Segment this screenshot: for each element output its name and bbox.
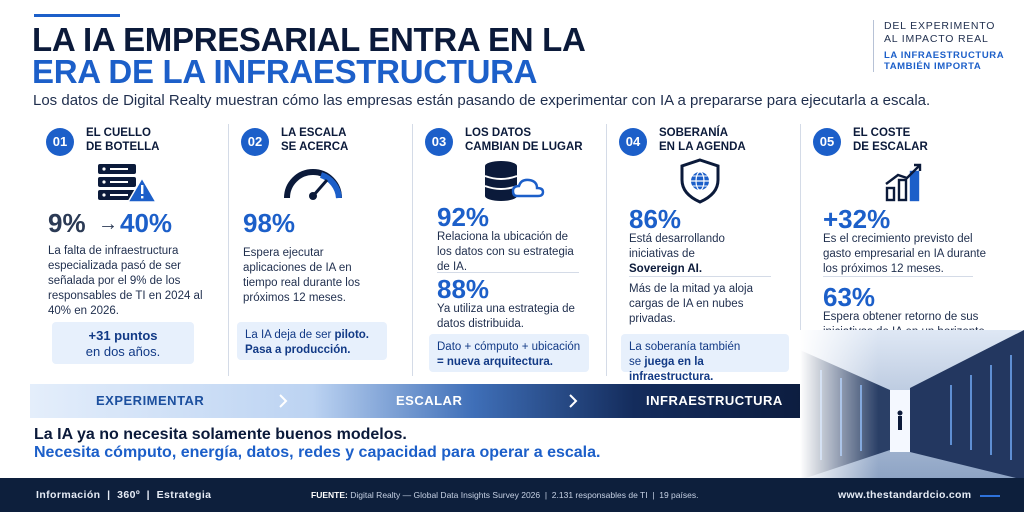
column-text-1: Relaciona la ubicación de los datos con … xyxy=(437,231,574,273)
column-title-line: EL CUELLO xyxy=(86,127,151,139)
stage-infraestructura: INFRAESTRUCTURA xyxy=(646,393,783,408)
column-number: 05 xyxy=(813,128,841,156)
growth-chart-icon xyxy=(885,163,922,202)
column-sovereignty: 04 SOBERANÍA EN LA AGENDA 86% Está desar… xyxy=(606,124,790,383)
stat-value-1: 92% xyxy=(437,202,490,232)
column-number: 01 xyxy=(46,128,74,156)
progress-arrow: EXPERIMENTAR ESCALAR INFRAESTRUCTURA xyxy=(30,384,836,418)
highlight-box: La IA deja de ser piloto. Pasa a producc… xyxy=(237,322,387,360)
column-title: EL COSTE DE ESCALAR xyxy=(853,126,983,154)
column-text-2: Ya utiliza una estrategia de datos distr… xyxy=(437,303,575,330)
footer-source-label: FUENTE: xyxy=(311,490,348,500)
highlight-box: La soberanía también se juega en la infr… xyxy=(621,334,789,383)
box-text: La IA deja de ser xyxy=(245,329,335,341)
column-scale: 02 LA ESCALA SE ACERCA 98% Espera ejecut… xyxy=(228,124,412,376)
box-bold: Pasa a producción. xyxy=(245,344,351,356)
divider xyxy=(823,276,973,277)
stat-to: 40% xyxy=(120,208,173,238)
title-line-1: LA IA EMPRESARIAL ENTRA EN LA xyxy=(32,21,586,58)
stat-value-1: +32% xyxy=(823,204,891,234)
column-title-line: CAMBIAN DE LUGAR xyxy=(465,141,583,153)
speedometer-icon xyxy=(284,169,342,200)
datacenter-illustration xyxy=(800,330,1024,480)
column-text-bold: Sovereign AI. xyxy=(629,263,703,275)
corner-line-2: AL IMPACTO REAL xyxy=(884,33,989,45)
database-cloud-icon xyxy=(484,161,545,201)
column-text-a: Está desarrollando iniciativas de xyxy=(629,233,725,260)
corner-tagline: DEL EXPERIMENTO AL IMPACTO REAL LA INFRA… xyxy=(873,20,1004,72)
progress-arrow-shape xyxy=(30,384,836,418)
corner-line-1: DEL EXPERIMENTO xyxy=(884,20,996,32)
server-warning-icon xyxy=(98,164,158,203)
column-title-line: SE ACERCA xyxy=(281,141,349,153)
box-bold: = nueva arquitectura. xyxy=(437,356,553,368)
top-accent-rule xyxy=(34,14,120,17)
column-title: LOS DATOS CAMBIAN DE LUGAR xyxy=(465,126,595,154)
box-text: Dato + cómputo + ubicación xyxy=(437,341,581,353)
column-title-line: DE BOTELLA xyxy=(86,141,160,153)
stat-from: 9% xyxy=(48,208,86,238)
footer-bar: Información | 360º | Estrategia FUENTE: … xyxy=(0,478,1024,512)
column-data: 03 LOS DATOS CAMBIAN DE LUGAR 92% Relaci… xyxy=(412,124,596,376)
column-title: EL CUELLO DE BOTELLA xyxy=(86,126,216,154)
highlight-box: Dato + cómputo + ubicación = nueva arqui… xyxy=(429,334,589,372)
divider xyxy=(629,276,771,277)
divider xyxy=(437,272,579,273)
stat-value-2: 88% xyxy=(437,274,490,304)
footer-accent-line xyxy=(980,495,1000,497)
column-number: 03 xyxy=(425,128,453,156)
column-title-line: EL COSTE xyxy=(853,127,911,139)
stat-value: 98% xyxy=(243,208,296,238)
corner-line-4: TAMBIÉN IMPORTA xyxy=(884,61,982,72)
box-text: La soberanía también xyxy=(629,341,741,353)
column-bottleneck: 01 EL CUELLO DE BOTELLA 9% → 40% La falt… xyxy=(34,124,218,376)
stat-value: 86% xyxy=(629,204,682,234)
footer-url-link[interactable]: www.thestandardcio.com xyxy=(838,489,972,501)
page-title: LA IA EMPRESARIAL ENTRA EN LA ERA DE LA … xyxy=(32,21,586,90)
highlight-box: +31 puntos en dos años. xyxy=(52,322,194,364)
column-text-1: Está desarrollando iniciativas de Sovere… xyxy=(629,232,749,277)
column-text: Espera ejecutar aplicaciones de IA en ti… xyxy=(243,247,360,304)
stage-escalar: ESCALAR xyxy=(396,393,463,408)
box-bold: juega en la infraestructura. xyxy=(629,356,714,383)
column-text-2: Más de la mitad ya aloja cargas de IA en… xyxy=(629,283,754,325)
column-title: LA ESCALA SE ACERCA xyxy=(281,126,411,154)
column-title-line: DE ESCALAR xyxy=(853,141,928,153)
footer-source: FUENTE: Digital Realty — Global Data Ins… xyxy=(311,490,698,500)
chevron-right-icon xyxy=(569,394,578,408)
column-title: SOBERANÍA EN LA AGENDA xyxy=(659,126,789,154)
column-text: La falta de infraestructura especializad… xyxy=(48,245,203,317)
footer-source-text: Digital Realty — Global Data Insights Su… xyxy=(347,490,699,500)
stat-arrow: → xyxy=(98,213,118,235)
column-number: 02 xyxy=(241,128,269,156)
box-bold: piloto. xyxy=(334,329,370,341)
box-text: se xyxy=(629,356,645,368)
box-text: en dos años. xyxy=(85,344,161,359)
column-title-line: LA ESCALA xyxy=(281,127,347,139)
chevron-right-icon xyxy=(279,394,288,408)
shield-globe-icon xyxy=(680,158,720,204)
title-line-2: ERA DE LA INFRAESTRUCTURA xyxy=(32,53,538,90)
conclusion-line-2: Necesita cómputo, energía, datos, redes … xyxy=(34,444,601,461)
column-title-line: SOBERANÍA xyxy=(659,127,729,139)
stats-columns: 01 EL CUELLO DE BOTELLA 9% → 40% La falt… xyxy=(34,124,1024,383)
column-title-line: LOS DATOS xyxy=(465,127,532,139)
column-title-line: EN LA AGENDA xyxy=(659,141,746,153)
column-text-1: Es el crecimiento previsto del gasto emp… xyxy=(823,233,987,275)
box-bold: +31 puntos xyxy=(88,328,158,343)
stat-value-2: 63% xyxy=(823,282,876,312)
stage-experimentar: EXPERIMENTAR xyxy=(96,393,205,408)
column-number: 04 xyxy=(619,128,647,156)
conclusion-line-1: La IA ya no necesita solamente buenos mo… xyxy=(34,426,407,443)
page-subtitle: Los datos de Digital Realty muestran cóm… xyxy=(33,92,931,109)
footer-categories: Información | 360º | Estrategia xyxy=(36,489,212,501)
corner-line-3: LA INFRAESTRUCTURA xyxy=(884,50,1005,61)
